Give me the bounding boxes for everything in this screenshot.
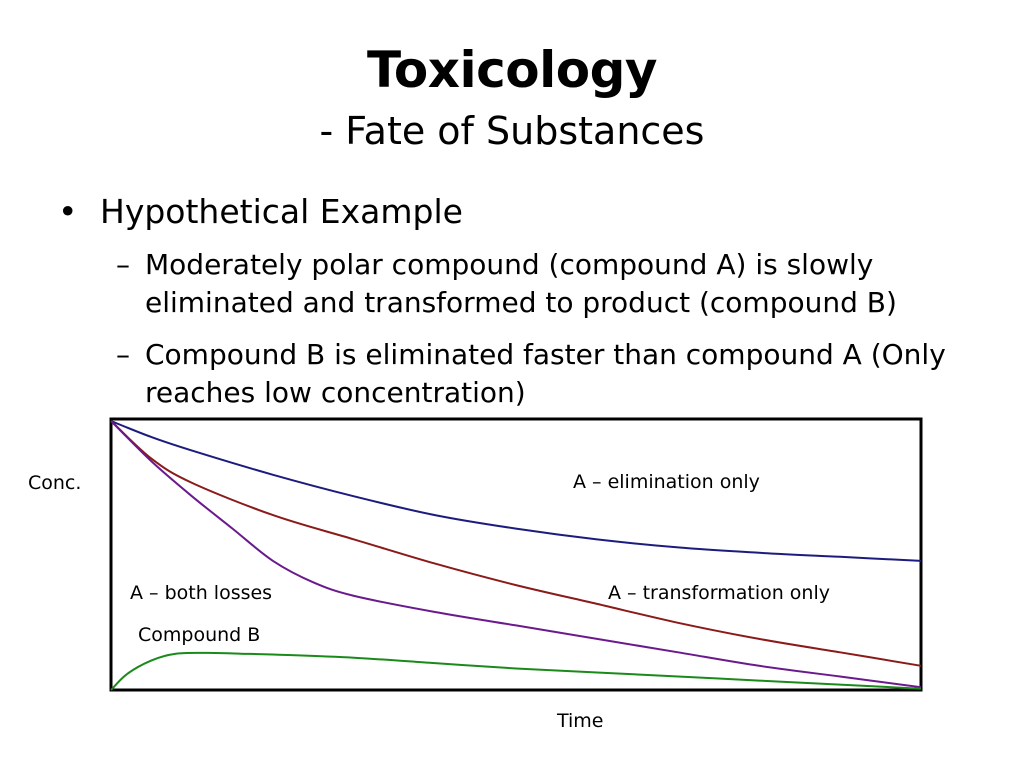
y-axis-label: Conc. — [28, 472, 82, 494]
sub-bullet-mark: – — [116, 248, 130, 281]
sub-bullet-text: Compound B is eliminated faster than com… — [145, 338, 946, 409]
plot-frame — [109, 417, 923, 692]
series-label-transformation: A – transformation only — [608, 582, 830, 604]
series-label-compound-b: Compound B — [138, 624, 261, 646]
bullet-item: • Hypothetical Example — [58, 190, 463, 234]
x-axis-label: Time — [557, 710, 604, 732]
series-label-elimination: A – elimination only — [573, 471, 760, 493]
slide-subtitle: - Fate of Substances — [319, 109, 705, 153]
series-layer — [110, 420, 922, 691]
slide-title: Toxicology — [366, 41, 658, 99]
series-line-a-both-losses — [110, 420, 922, 689]
sub-bullet-text: Moderately polar compound (compound A) i… — [145, 248, 897, 319]
series-line-a-elimination-only — [110, 420, 922, 562]
series-line-a-transformation-only — [110, 420, 922, 667]
sub-bullet-item: – Moderately polar compound (compound A)… — [116, 246, 976, 322]
bullet-mark: • — [58, 192, 78, 231]
series-line-compound-b — [110, 651, 922, 691]
bullet-text: Hypothetical Example — [100, 192, 463, 231]
sub-bullet-item: – Compound B is eliminated faster than c… — [116, 336, 976, 412]
sub-bullet-mark: – — [116, 338, 130, 371]
series-label-both-losses: A – both losses — [130, 582, 273, 604]
